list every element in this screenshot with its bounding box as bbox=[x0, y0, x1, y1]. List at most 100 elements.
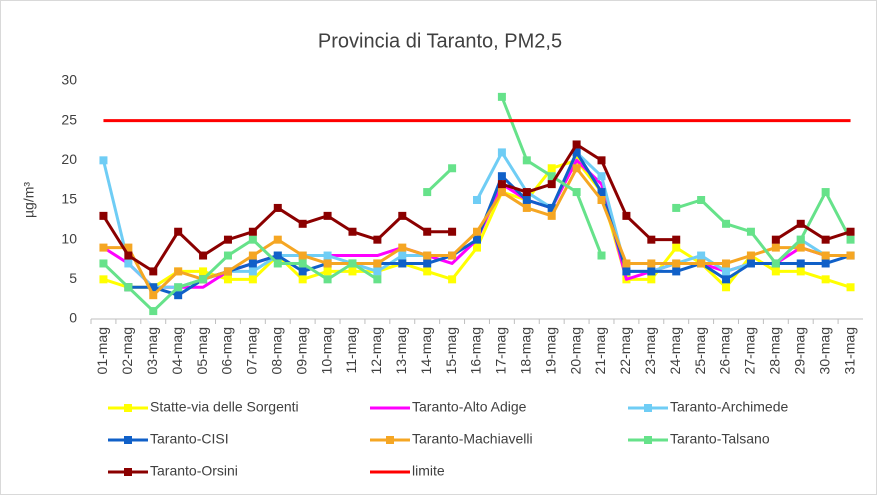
x-tick-label: 20-mag bbox=[567, 327, 583, 374]
x-tick-label: 27-mag bbox=[742, 327, 758, 374]
point-marker bbox=[373, 267, 382, 276]
x-tick-label: 07-mag bbox=[244, 327, 260, 374]
legend-label: Taranto-Orsini bbox=[150, 463, 238, 479]
point-marker bbox=[248, 267, 257, 276]
point-marker bbox=[771, 243, 780, 252]
point-marker bbox=[223, 235, 232, 244]
legend-label: Taranto-Talsano bbox=[670, 431, 770, 447]
point-marker bbox=[323, 251, 332, 260]
point-marker bbox=[398, 243, 407, 252]
point-marker bbox=[348, 259, 357, 268]
point-marker bbox=[722, 267, 731, 276]
point-marker bbox=[846, 227, 855, 236]
point-marker bbox=[423, 227, 432, 236]
point-marker bbox=[746, 227, 755, 236]
point-marker bbox=[672, 267, 681, 276]
point-marker bbox=[273, 259, 282, 268]
x-tick-label: 03-mag bbox=[144, 327, 160, 374]
x-tick-label: 18-mag bbox=[518, 327, 534, 374]
point-marker bbox=[174, 291, 183, 300]
point-marker bbox=[672, 259, 681, 268]
point-marker bbox=[124, 243, 133, 252]
x-tick-label: 29-mag bbox=[791, 327, 807, 374]
point-marker bbox=[821, 188, 830, 197]
point-marker bbox=[597, 188, 606, 197]
point-marker bbox=[149, 267, 158, 276]
x-tick-label: 09-mag bbox=[293, 327, 309, 374]
point-marker bbox=[248, 251, 257, 260]
chart-title: Provincia di Taranto, PM2,5 bbox=[318, 30, 562, 52]
series-line bbox=[128, 150, 852, 297]
point-marker bbox=[124, 283, 133, 292]
x-tick-label: 11-mag bbox=[343, 327, 359, 373]
point-marker bbox=[796, 259, 805, 268]
x-tick-label: 06-mag bbox=[219, 327, 235, 374]
point-marker bbox=[124, 251, 133, 260]
point-marker bbox=[273, 251, 282, 260]
point-marker bbox=[298, 219, 307, 228]
point-marker bbox=[298, 259, 307, 268]
point-marker bbox=[149, 307, 158, 316]
point-marker bbox=[547, 180, 556, 189]
x-tick-label: 23-mag bbox=[642, 327, 658, 374]
point-marker bbox=[473, 235, 481, 244]
point-marker bbox=[323, 275, 332, 284]
point-marker bbox=[398, 251, 407, 260]
legend-label: Statte-via delle Sorgenti bbox=[150, 399, 299, 415]
point-marker bbox=[697, 251, 706, 260]
point-marker bbox=[647, 259, 656, 268]
point-marker bbox=[223, 275, 232, 284]
x-tick-label: 10-mag bbox=[318, 327, 334, 374]
point-marker bbox=[522, 156, 531, 165]
point-marker bbox=[497, 92, 506, 101]
y-axis-label: µg/m³ bbox=[21, 182, 37, 218]
point-marker bbox=[597, 251, 606, 260]
point-marker bbox=[771, 267, 780, 276]
point-marker bbox=[473, 196, 481, 204]
point-marker bbox=[597, 172, 606, 181]
point-marker bbox=[373, 259, 382, 268]
point-marker bbox=[149, 283, 158, 292]
point-marker bbox=[273, 235, 282, 244]
legend-marker bbox=[124, 404, 132, 412]
x-tick-label: 08-mag bbox=[268, 327, 284, 374]
point-marker bbox=[796, 235, 805, 244]
point-marker bbox=[672, 203, 681, 212]
point-marker bbox=[199, 251, 208, 260]
point-marker bbox=[448, 164, 457, 173]
point-marker bbox=[323, 267, 332, 276]
point-marker bbox=[821, 259, 830, 268]
point-marker bbox=[149, 291, 158, 300]
point-marker bbox=[99, 259, 108, 268]
x-tick-label: 21-mag bbox=[592, 327, 608, 374]
point-marker bbox=[398, 211, 407, 220]
point-marker bbox=[547, 172, 556, 181]
point-marker bbox=[522, 188, 531, 197]
point-marker bbox=[373, 275, 382, 284]
point-marker bbox=[99, 211, 108, 220]
y-tick-label: 15 bbox=[61, 191, 77, 207]
point-marker bbox=[248, 259, 257, 268]
x-tick-label: 31-mag bbox=[841, 327, 857, 374]
legend-marker bbox=[644, 404, 652, 412]
point-marker bbox=[771, 235, 780, 244]
y-tick-label: 20 bbox=[61, 151, 77, 167]
point-marker bbox=[821, 235, 830, 244]
point-marker bbox=[672, 235, 681, 244]
legend-label: Taranto-CISI bbox=[150, 431, 229, 447]
point-marker bbox=[473, 243, 481, 252]
legend-marker bbox=[124, 468, 132, 476]
point-marker bbox=[99, 156, 108, 165]
point-marker bbox=[547, 203, 556, 212]
legend-label: Taranto-Archimede bbox=[670, 399, 788, 415]
point-marker bbox=[722, 283, 731, 292]
point-marker bbox=[273, 203, 282, 212]
point-marker bbox=[547, 211, 556, 220]
point-marker bbox=[199, 275, 208, 284]
point-marker bbox=[423, 259, 432, 268]
point-marker bbox=[497, 148, 506, 157]
legend-marker bbox=[124, 436, 132, 444]
point-marker bbox=[746, 251, 755, 260]
point-marker bbox=[423, 188, 432, 197]
